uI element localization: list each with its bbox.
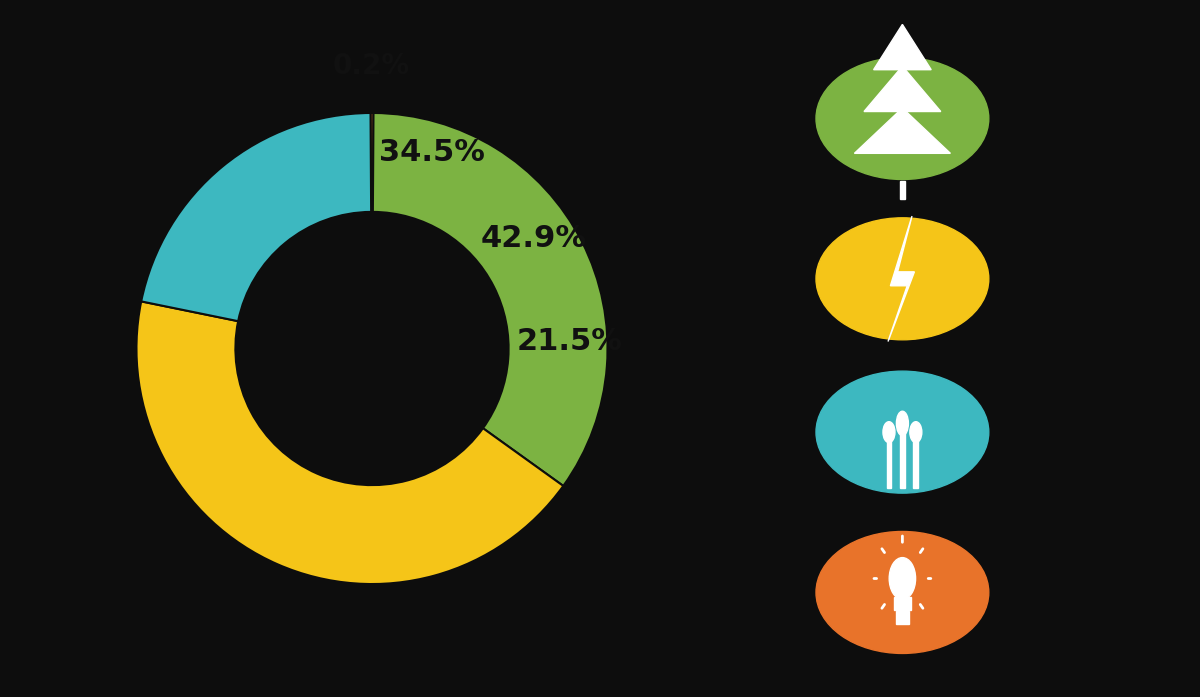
Bar bbox=[913, 439, 918, 488]
Bar bbox=[887, 439, 892, 488]
Ellipse shape bbox=[896, 411, 908, 436]
Wedge shape bbox=[142, 113, 371, 321]
Ellipse shape bbox=[889, 558, 916, 599]
Ellipse shape bbox=[816, 371, 989, 493]
Wedge shape bbox=[137, 301, 563, 584]
Ellipse shape bbox=[816, 217, 989, 340]
Polygon shape bbox=[888, 216, 914, 342]
Bar bbox=[900, 181, 905, 199]
Ellipse shape bbox=[883, 422, 895, 443]
Ellipse shape bbox=[910, 422, 922, 443]
Text: 42.9%: 42.9% bbox=[481, 224, 587, 253]
Text: 0.2%: 0.2% bbox=[332, 52, 409, 80]
Ellipse shape bbox=[816, 58, 989, 179]
Text: 21.5%: 21.5% bbox=[517, 327, 623, 356]
Polygon shape bbox=[864, 66, 941, 112]
Wedge shape bbox=[373, 113, 607, 486]
Polygon shape bbox=[854, 108, 950, 153]
Wedge shape bbox=[371, 113, 373, 212]
Ellipse shape bbox=[816, 531, 989, 654]
Text: 34.5%: 34.5% bbox=[379, 138, 485, 167]
Polygon shape bbox=[874, 24, 931, 70]
Bar bbox=[895, 611, 910, 624]
Bar bbox=[900, 432, 905, 488]
Bar bbox=[894, 597, 911, 610]
